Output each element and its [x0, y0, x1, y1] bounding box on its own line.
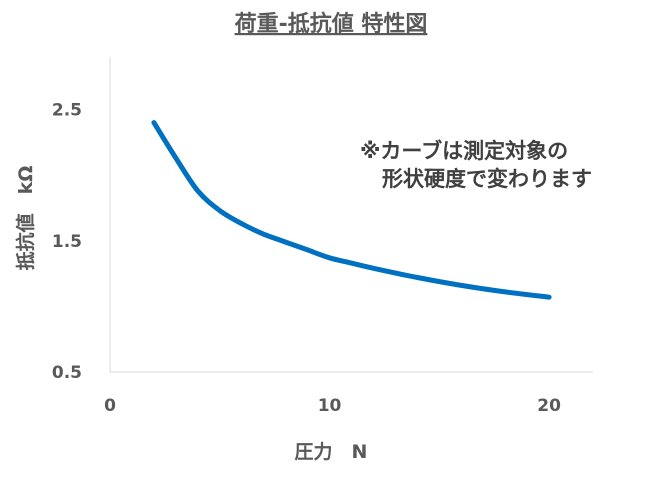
chart-title: 荷重-抵抗値 特性図 — [235, 11, 428, 37]
y-tick-labels: 0.5 1.5 2.5 — [52, 101, 82, 384]
y-tick-label: 1.5 — [52, 232, 82, 252]
annotation-line-2: 形状硬度で変わります — [382, 167, 592, 191]
annotation-line-1: ※カーブは測定対象の — [360, 139, 568, 163]
y-tick-label: 2.5 — [52, 101, 82, 121]
x-tick-label: 20 — [537, 396, 561, 416]
x-tick-labels: 0 10 20 — [104, 396, 561, 416]
series-line — [151, 120, 552, 300]
x-axis-label: 圧力 N — [295, 440, 368, 463]
series-layer — [151, 120, 552, 300]
x-tick-label: 10 — [318, 396, 342, 416]
y-axis-label: 抵抗値 kΩ — [14, 166, 37, 271]
plot-area — [109, 57, 593, 373]
y-tick-label: 0.5 — [52, 363, 82, 383]
x-tick-label: 0 — [104, 396, 116, 416]
